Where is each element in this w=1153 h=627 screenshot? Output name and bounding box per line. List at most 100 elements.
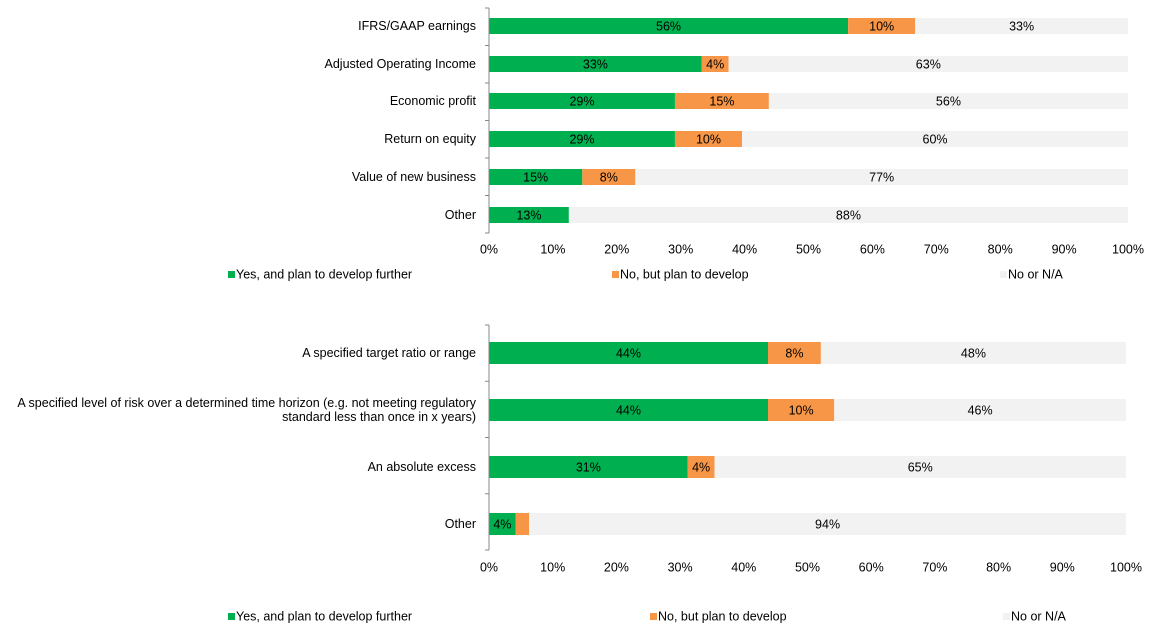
x-tick-label: 20%	[604, 242, 629, 256]
bar-segment	[529, 513, 1126, 535]
bar-segment	[489, 56, 702, 72]
legend-label: No, but plan to develop	[658, 609, 787, 623]
category-label: A specified level of risk over a determi…	[17, 396, 476, 424]
bar-segment	[848, 18, 916, 34]
x-tick-label: 0%	[480, 560, 498, 574]
legend-swatch	[228, 613, 235, 620]
value-label: 13%	[516, 208, 541, 222]
x-tick-label: 90%	[1052, 242, 1077, 256]
bar-segment	[742, 131, 1128, 147]
legend-swatch	[612, 271, 619, 278]
bar-segment	[834, 399, 1126, 421]
bar-segment	[489, 131, 675, 147]
x-tick-label: 70%	[924, 242, 949, 256]
legend-label: Yes, and plan to develop further	[236, 267, 412, 281]
value-label: 48%	[961, 346, 986, 360]
bar-segment	[674, 93, 769, 109]
value-label: 56%	[656, 19, 681, 33]
bar-segment	[687, 456, 715, 478]
value-label: 33%	[583, 57, 608, 71]
value-label: 94%	[815, 517, 840, 531]
legend-swatch	[1000, 271, 1007, 278]
value-label: 44%	[616, 346, 641, 360]
x-tick-label: 60%	[859, 560, 884, 574]
legend-label: No or N/A	[1008, 267, 1064, 281]
value-label: 63%	[916, 57, 941, 71]
bar-segment	[701, 56, 729, 72]
category-label: A specified target ratio or range	[302, 346, 476, 360]
value-label: 15%	[709, 94, 734, 108]
x-tick-label: 50%	[795, 560, 820, 574]
x-tick-label: 80%	[988, 242, 1013, 256]
value-label: 46%	[968, 403, 993, 417]
bar-segment	[489, 207, 569, 223]
bar-segment	[582, 169, 636, 185]
legend-label: Yes, and plan to develop further	[236, 609, 412, 623]
bar-segment	[489, 93, 675, 109]
value-label: 10%	[789, 403, 814, 417]
legend-swatch	[1003, 613, 1010, 620]
bar-segment	[489, 513, 516, 535]
x-tick-label: 10%	[540, 242, 565, 256]
category-label: Value of new business	[351, 170, 476, 184]
legend-swatch	[228, 271, 235, 278]
bar-segment	[568, 207, 1128, 223]
value-label: 56%	[936, 94, 961, 108]
bar-segment	[728, 56, 1128, 72]
x-tick-label: 80%	[986, 560, 1011, 574]
category-label: Other	[444, 208, 476, 222]
value-label: 4%	[692, 460, 710, 474]
bar-segment	[635, 169, 1128, 185]
bar-segment	[489, 18, 849, 34]
legend-swatch	[650, 613, 657, 620]
legend-label: No, but plan to develop	[620, 267, 749, 281]
x-tick-label: 10%	[540, 560, 565, 574]
value-label: 10%	[696, 132, 721, 146]
x-tick-label: 100%	[1112, 242, 1144, 256]
x-tick-label: 30%	[668, 242, 693, 256]
bar-segment	[915, 18, 1128, 34]
value-label: 31%	[576, 460, 601, 474]
bar-segment	[515, 513, 530, 535]
x-tick-label: 0%	[480, 242, 498, 256]
value-label: 44%	[616, 403, 641, 417]
value-label: 65%	[908, 460, 933, 474]
x-tick-label: 40%	[731, 560, 756, 574]
bar-segment	[820, 342, 1126, 364]
bar-segment	[489, 399, 769, 421]
category-label: An absolute excess	[367, 460, 476, 474]
x-tick-label: 70%	[922, 560, 947, 574]
value-label: 15%	[523, 170, 548, 184]
bar-segment	[674, 131, 743, 147]
x-tick-label: 40%	[732, 242, 757, 256]
value-label: 4%	[706, 57, 724, 71]
value-label: 29%	[569, 132, 594, 146]
value-label: 4%	[493, 517, 511, 531]
x-tick-label: 50%	[796, 242, 821, 256]
value-label: 88%	[836, 208, 861, 222]
category-label: IFRS/GAAP earnings	[358, 19, 476, 33]
bar-segment	[489, 169, 583, 185]
bar-segment	[489, 456, 688, 478]
category-label: Economic profit	[389, 94, 476, 108]
value-label: 60%	[923, 132, 948, 146]
value-label: 10%	[869, 19, 894, 33]
category-label: Return on equity	[384, 132, 476, 146]
bar-segment	[768, 93, 1128, 109]
value-label: 8%	[600, 170, 618, 184]
value-label: 33%	[1009, 19, 1034, 33]
x-tick-label: 30%	[668, 560, 693, 574]
category-label: Other	[444, 517, 476, 531]
value-label: 29%	[569, 94, 594, 108]
category-label: Adjusted Operating Income	[324, 57, 476, 71]
x-tick-label: 90%	[1050, 560, 1075, 574]
bar-segment	[768, 342, 821, 364]
x-tick-label: 60%	[860, 242, 885, 256]
legend-label: No or N/A	[1011, 609, 1067, 623]
bar-segment	[714, 456, 1126, 478]
x-tick-label: 20%	[604, 560, 629, 574]
bar-segment	[768, 399, 835, 421]
value-label: 8%	[785, 346, 803, 360]
